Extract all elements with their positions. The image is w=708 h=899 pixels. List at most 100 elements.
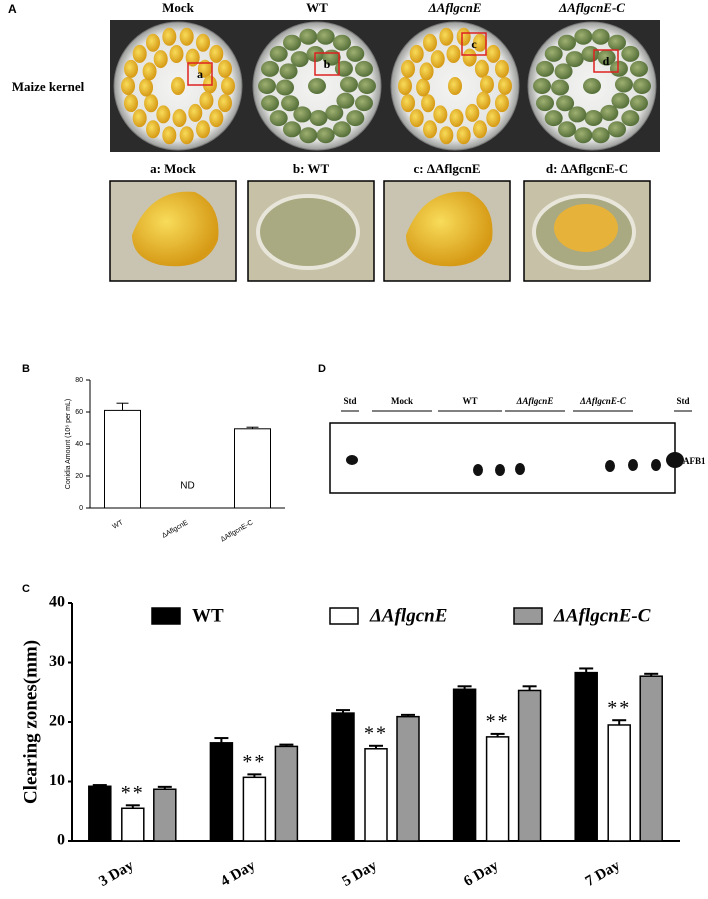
lane-label: Std	[343, 396, 356, 406]
kernel	[346, 110, 365, 127]
bar	[364, 748, 388, 842]
kernel	[498, 77, 512, 95]
y-tick-label: 0	[79, 505, 83, 512]
kernel	[621, 45, 640, 62]
kernel	[473, 33, 487, 52]
bar	[574, 671, 598, 842]
legend-swatch	[151, 607, 181, 625]
kernel	[401, 59, 416, 78]
zoom-title: d: ΔAflgcnE-C	[546, 161, 628, 176]
kernel	[283, 34, 301, 51]
tlc-spot	[515, 463, 525, 475]
kernel	[419, 62, 434, 81]
y-tick-label: 60	[75, 409, 83, 416]
kernel	[423, 33, 437, 52]
kernel	[172, 108, 187, 127]
bar	[485, 736, 510, 842]
kernel	[614, 76, 633, 93]
bar	[121, 807, 145, 842]
y-tick-label: 40	[49, 594, 65, 611]
lane-label: ΔAflgcnE-C	[579, 396, 627, 406]
kernel	[132, 44, 147, 63]
y-tick-label: 80	[75, 377, 83, 384]
kernel	[124, 94, 139, 113]
bar	[209, 742, 234, 842]
kernel	[354, 60, 373, 77]
bar	[104, 409, 141, 509]
kernel	[269, 45, 288, 62]
mold-patch	[256, 194, 360, 270]
kernel	[132, 109, 147, 128]
tlc-spot	[651, 459, 661, 471]
kernel	[261, 60, 280, 77]
kernel	[146, 33, 160, 52]
kernel	[486, 109, 501, 128]
kernel	[281, 95, 300, 112]
kernel	[283, 121, 301, 138]
kernel	[333, 121, 351, 138]
kernel	[308, 78, 326, 94]
kernel	[608, 34, 626, 51]
kernel	[581, 46, 600, 63]
tlc-spot	[666, 452, 684, 468]
kernel	[536, 60, 555, 77]
kernel	[217, 59, 232, 78]
kernel	[597, 49, 616, 66]
significance: **	[242, 751, 266, 773]
kernel	[279, 63, 298, 80]
kernel	[556, 95, 575, 112]
kernel	[456, 27, 471, 46]
bar	[88, 785, 112, 842]
kernel	[474, 59, 489, 78]
kernel	[346, 45, 365, 62]
x-tick-label: 7 Day	[583, 857, 624, 890]
kernel	[421, 94, 436, 113]
marker-letter: a	[197, 67, 203, 81]
column-title: WT	[306, 0, 328, 15]
y-tick-label: 20	[75, 473, 83, 480]
bar	[234, 428, 271, 509]
kernel	[398, 77, 412, 95]
kernel	[554, 63, 573, 80]
bar	[452, 688, 477, 842]
kernel	[179, 126, 194, 145]
lane-label: WT	[462, 396, 477, 406]
kernel	[316, 127, 335, 144]
zoom-marker	[187, 62, 213, 86]
zoom-marker	[314, 52, 340, 76]
spot-label: AFB1	[683, 456, 706, 466]
x-tick-label: 4 Day	[218, 857, 259, 890]
kernel	[462, 48, 477, 67]
kernel	[558, 34, 576, 51]
bar	[396, 715, 420, 842]
kernel	[448, 77, 462, 95]
kernel	[179, 27, 194, 46]
kernel-zoom	[554, 204, 618, 252]
kernel	[608, 121, 626, 138]
kernel	[574, 127, 593, 144]
zoom-marker	[593, 49, 619, 73]
kernel	[446, 45, 461, 64]
significance: **	[607, 697, 631, 719]
bar	[607, 724, 631, 842]
column-title: ΔAflgcnE-C	[558, 0, 625, 15]
kernel	[162, 27, 177, 46]
kernel	[209, 109, 224, 128]
kernel	[430, 50, 445, 69]
legend-swatch	[513, 607, 543, 625]
tlc-spot	[628, 459, 638, 471]
panel-label: A	[8, 2, 17, 16]
kernel	[269, 110, 288, 127]
legend-label: ΔAflgcnE	[369, 605, 447, 626]
kernel	[449, 108, 464, 127]
legend-label: ΔAflgcnE-C	[553, 605, 651, 626]
row-label: Maize kernel	[12, 79, 85, 94]
y-tick-label: 10	[49, 772, 65, 789]
kernel	[169, 45, 184, 64]
tlc-spot	[495, 464, 505, 476]
zoom-marker	[461, 32, 487, 56]
kernel	[551, 79, 570, 96]
zoom-title: b: WT	[293, 161, 330, 176]
kernel	[439, 27, 454, 46]
significance: **	[486, 710, 510, 732]
